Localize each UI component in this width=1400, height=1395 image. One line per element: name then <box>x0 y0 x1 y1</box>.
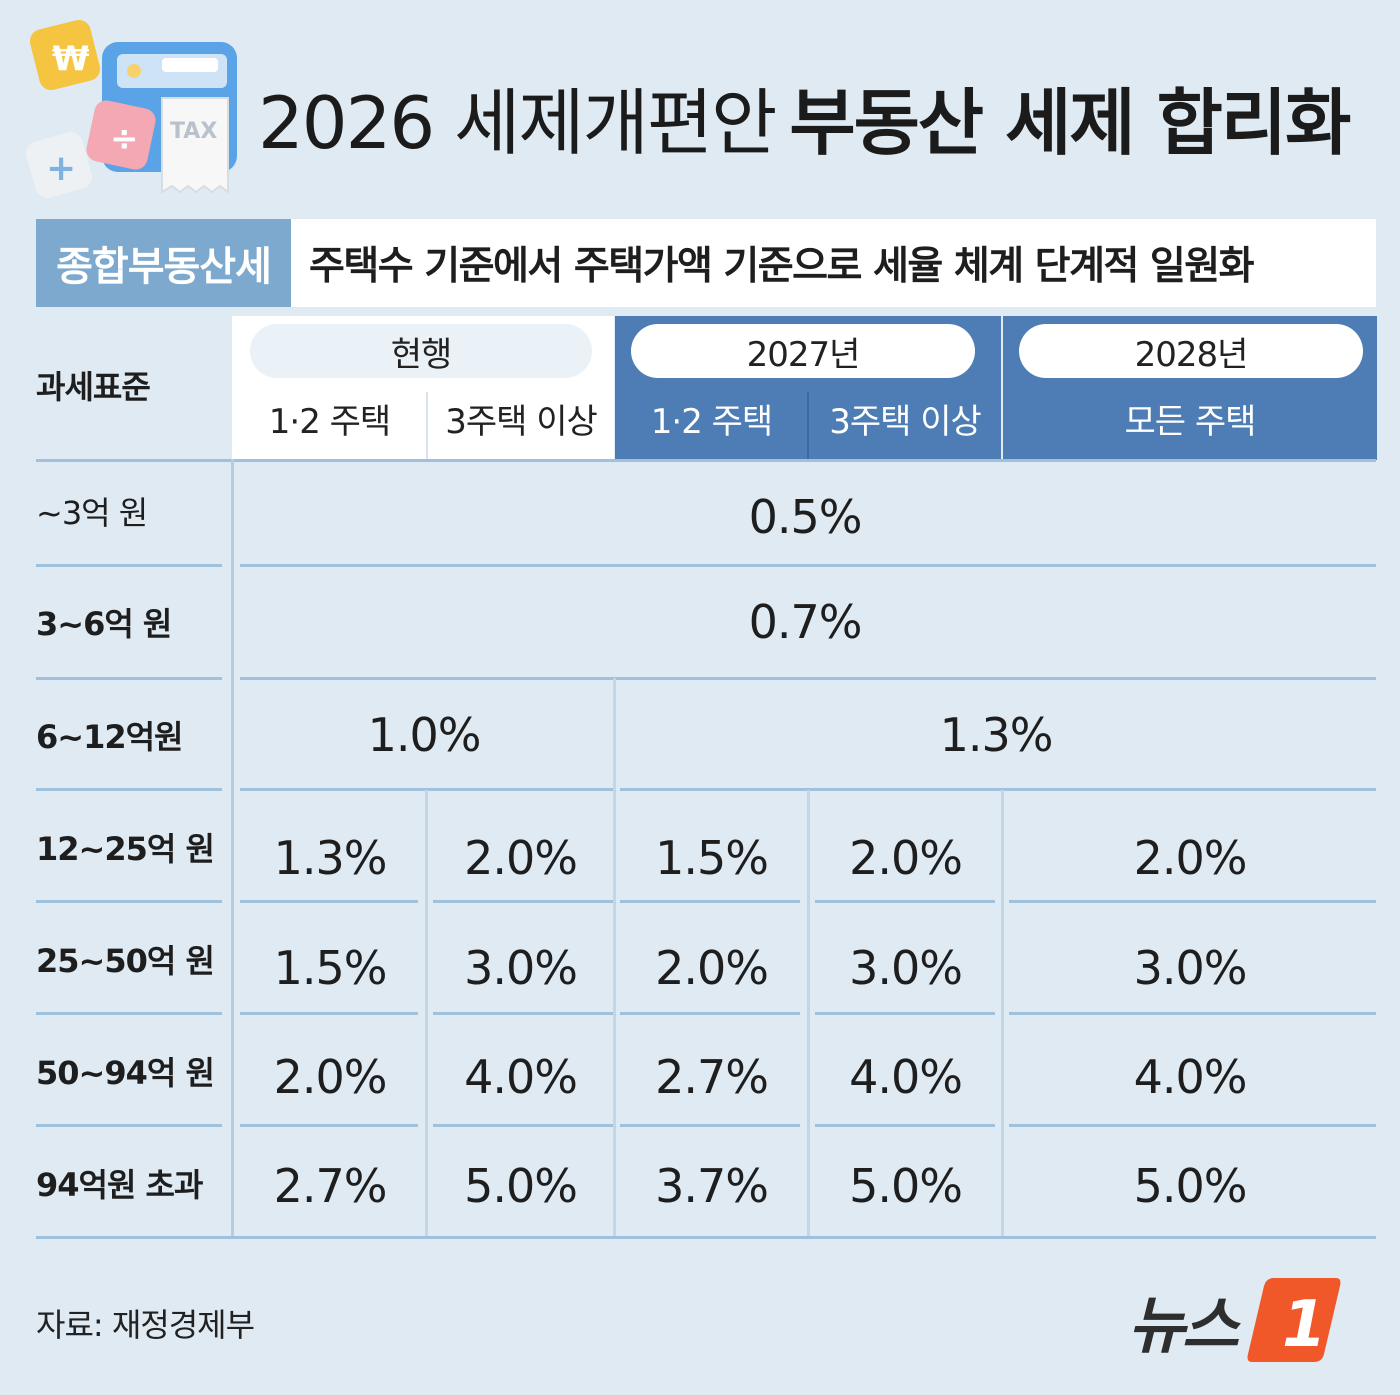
rate-cell-merged: 0.7% <box>748 595 863 649</box>
rate-cell: 3.7% <box>655 1159 769 1213</box>
header-group-current: 현행 1·2 주택 3주택 이상 <box>232 316 614 460</box>
column-divider <box>1001 790 1004 1236</box>
sub-header-current-1-2: 1·2 주택 <box>268 401 391 442</box>
rate-cell-future-merged: 1.3% <box>939 708 1054 762</box>
row-separator <box>815 1124 995 1127</box>
row-separator <box>36 900 222 903</box>
rate-cell: 2.7% <box>655 1050 769 1104</box>
row-separator <box>240 900 418 903</box>
row-separator <box>433 900 613 903</box>
row-label: ~3억 원 <box>36 494 148 532</box>
title-light: 2026 세제개편안 <box>258 81 777 165</box>
row-separator <box>433 1124 613 1127</box>
rate-cell-current-merged: 1.0% <box>367 708 482 762</box>
rate-cell: 1.5% <box>655 831 769 885</box>
rate-cell: 2.0% <box>273 1050 388 1104</box>
row-separator <box>620 1124 800 1127</box>
rate-cell: 5.0% <box>464 1159 578 1213</box>
row-separator <box>433 1012 613 1015</box>
header-divider <box>426 392 428 460</box>
group-label-current: 현행 <box>250 324 592 378</box>
rate-cell: 4.0% <box>1133 1050 1248 1104</box>
table-bottom-rule <box>36 1236 1376 1239</box>
row-separator <box>240 1124 418 1127</box>
logo-badge-text: 1 <box>1282 1288 1327 1362</box>
row-separator <box>815 1012 995 1015</box>
row-separator <box>620 788 1376 791</box>
row-label: 94억원 초과 <box>36 1166 203 1204</box>
rate-cell-merged: 0.5% <box>748 490 863 544</box>
news1-logo: 뉴스 1 <box>1128 1272 1378 1368</box>
row-label: 25~50억 원 <box>36 942 215 980</box>
tax-label: TAX <box>170 119 217 144</box>
row-separator <box>36 564 222 567</box>
sub-header-current-3plus: 3주택 이상 <box>445 401 598 442</box>
row-separator <box>240 677 1376 680</box>
rate-cell: 2.7% <box>273 1159 388 1213</box>
rate-cell: 3.0% <box>849 941 963 995</box>
logo-badge-icon: 1 <box>1247 1278 1341 1362</box>
row-separator <box>1009 1124 1376 1127</box>
title-bold: 부동산 세제 합리화 <box>789 81 1351 165</box>
rate-cell: 2.0% <box>464 831 578 885</box>
row-header-tax-base: 과세표준 <box>36 368 151 406</box>
column-divider <box>425 790 428 1236</box>
rate-cell: 3.0% <box>464 941 578 995</box>
row-label: 12~25억 원 <box>36 830 215 868</box>
svg-text:+: + <box>46 148 76 189</box>
row-separator <box>36 1012 222 1015</box>
topic-label: 종합부동산세 <box>36 219 291 307</box>
header-divider <box>807 392 809 460</box>
row-separator <box>240 1012 418 1015</box>
label-column-divider <box>231 459 234 1239</box>
rate-cell: 1.3% <box>273 831 388 885</box>
rate-cell: 5.0% <box>849 1159 963 1213</box>
rate-cell: 1.5% <box>273 941 388 995</box>
rate-cell: 4.0% <box>849 1050 963 1104</box>
column-divider <box>613 790 616 1236</box>
rate-cell: 2.0% <box>1133 831 1248 885</box>
rate-cell: 2.0% <box>655 941 769 995</box>
rate-cell: 4.0% <box>464 1050 578 1104</box>
logo-text: 뉴스 <box>1128 1289 1239 1362</box>
row-label: 50~94억 원 <box>36 1054 215 1092</box>
row-separator <box>240 564 1376 567</box>
svg-text:₩: ₩ <box>52 39 90 79</box>
group-label-2028: 2028년 <box>1019 324 1363 378</box>
row-separator <box>620 1012 800 1015</box>
row-separator <box>36 1124 222 1127</box>
row-separator <box>240 788 614 791</box>
row-separator <box>815 900 995 903</box>
topic-bar: 종합부동산세 주택수 기준에서 주택가액 기준으로 세율 체계 단계적 일원화 <box>36 219 1376 307</box>
table-top-rule <box>36 459 1376 462</box>
header-group-2027: 2027년 1·2 주택 3주택 이상 <box>615 316 1001 460</box>
row-separator <box>36 788 222 791</box>
sub-header-2027-3plus: 3주택 이상 <box>829 401 982 442</box>
column-divider <box>807 790 810 1236</box>
header: TAX ₩ ÷ + 2026 세제개편안 부동산 세제 합리화 <box>0 0 1400 215</box>
sub-header-2028-all: 모든 주택 <box>1124 401 1257 442</box>
topic-description: 주택수 기준에서 주택가액 기준으로 세율 체계 단계적 일원화 <box>291 219 1376 307</box>
page-title: 2026 세제개편안 부동산 세제 합리화 <box>258 64 1351 169</box>
column-divider <box>613 678 616 790</box>
group-label-2027: 2027년 <box>631 324 975 378</box>
source-note: 자료: 재정경제부 <box>36 1306 255 1344</box>
rate-cell: 5.0% <box>1133 1159 1248 1213</box>
sub-header-2027-1-2: 1·2 주택 <box>650 401 773 442</box>
rate-cell: 2.0% <box>849 831 963 885</box>
svg-text:÷: ÷ <box>110 119 139 159</box>
row-label: 6~12억원 <box>36 718 183 756</box>
row-label: 3~6억 원 <box>36 605 172 643</box>
header-group-2028: 2028년 모든 주택 <box>1003 316 1377 460</box>
row-separator <box>620 900 800 903</box>
row-separator <box>36 677 222 680</box>
rate-cell: 3.0% <box>1133 941 1248 995</box>
tax-calculator-illustration: TAX ₩ ÷ + <box>25 19 237 199</box>
row-separator <box>1009 1012 1376 1015</box>
row-separator <box>1009 900 1376 903</box>
